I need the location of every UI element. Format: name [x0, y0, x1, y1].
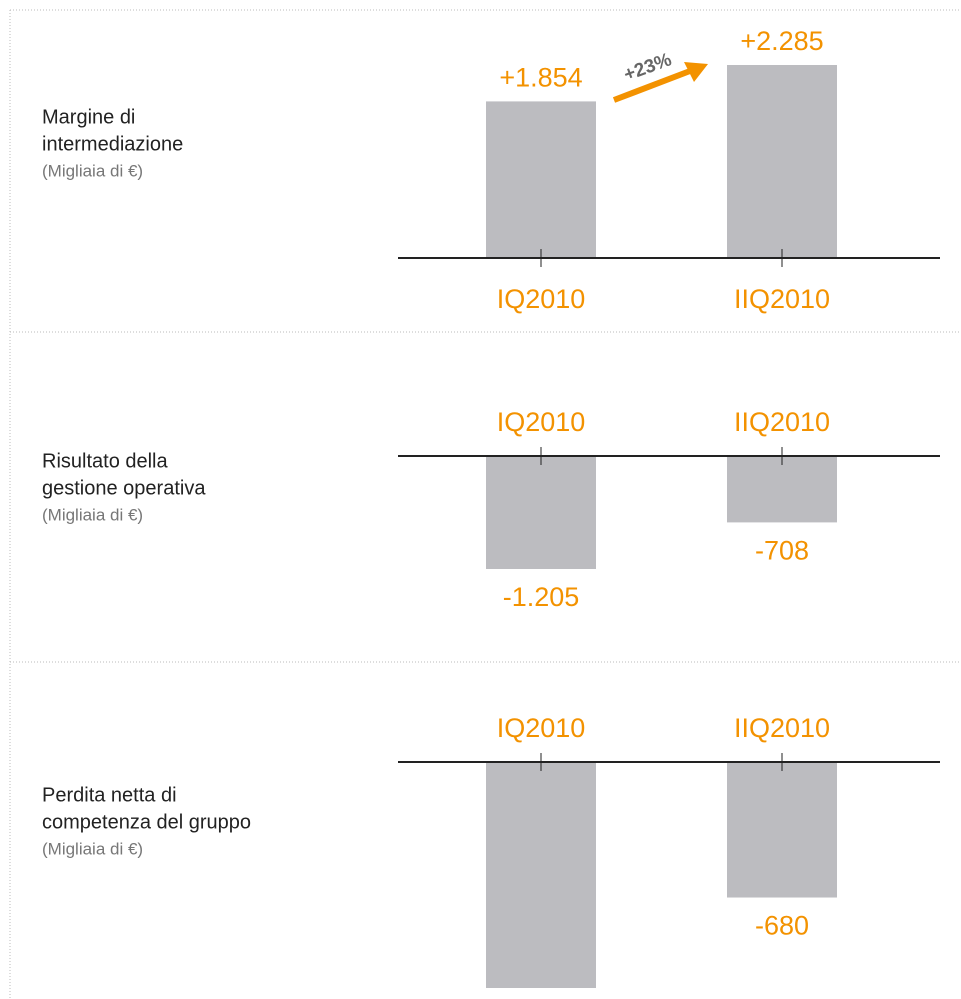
bar [727, 65, 837, 258]
value-label: -708 [755, 536, 809, 566]
category-label: IQ2010 [497, 284, 586, 314]
bar [727, 456, 837, 523]
bar [486, 101, 596, 259]
panel-subtitle: (Migliaia di €) [42, 161, 143, 180]
bar [727, 762, 837, 898]
value-label: +1.854 [499, 63, 582, 93]
value-label: -680 [755, 911, 809, 941]
category-label: IQ2010 [497, 407, 586, 437]
panel-title: Perdita netta di [42, 784, 177, 806]
value-label: +2.285 [740, 26, 823, 56]
panel-subtitle: (Migliaia di €) [42, 839, 143, 858]
bar [486, 762, 596, 988]
panel-subtitle: (Migliaia di €) [42, 505, 143, 524]
category-label: IIQ2010 [734, 713, 830, 743]
growth-arrow [612, 68, 692, 103]
panel-title: gestione operativa [42, 477, 206, 499]
category-label: IIQ2010 [734, 284, 830, 314]
bar [486, 456, 596, 569]
growth-arrow-head [684, 62, 708, 82]
panel-title: intermediazione [42, 133, 183, 155]
value-label: -1.205 [503, 582, 580, 612]
panel-title: Margine di [42, 106, 135, 128]
category-label: IIQ2010 [734, 407, 830, 437]
category-label: IQ2010 [497, 713, 586, 743]
panel-title: Risultato della [42, 450, 169, 472]
panel-title: competenza del gruppo [42, 811, 251, 833]
